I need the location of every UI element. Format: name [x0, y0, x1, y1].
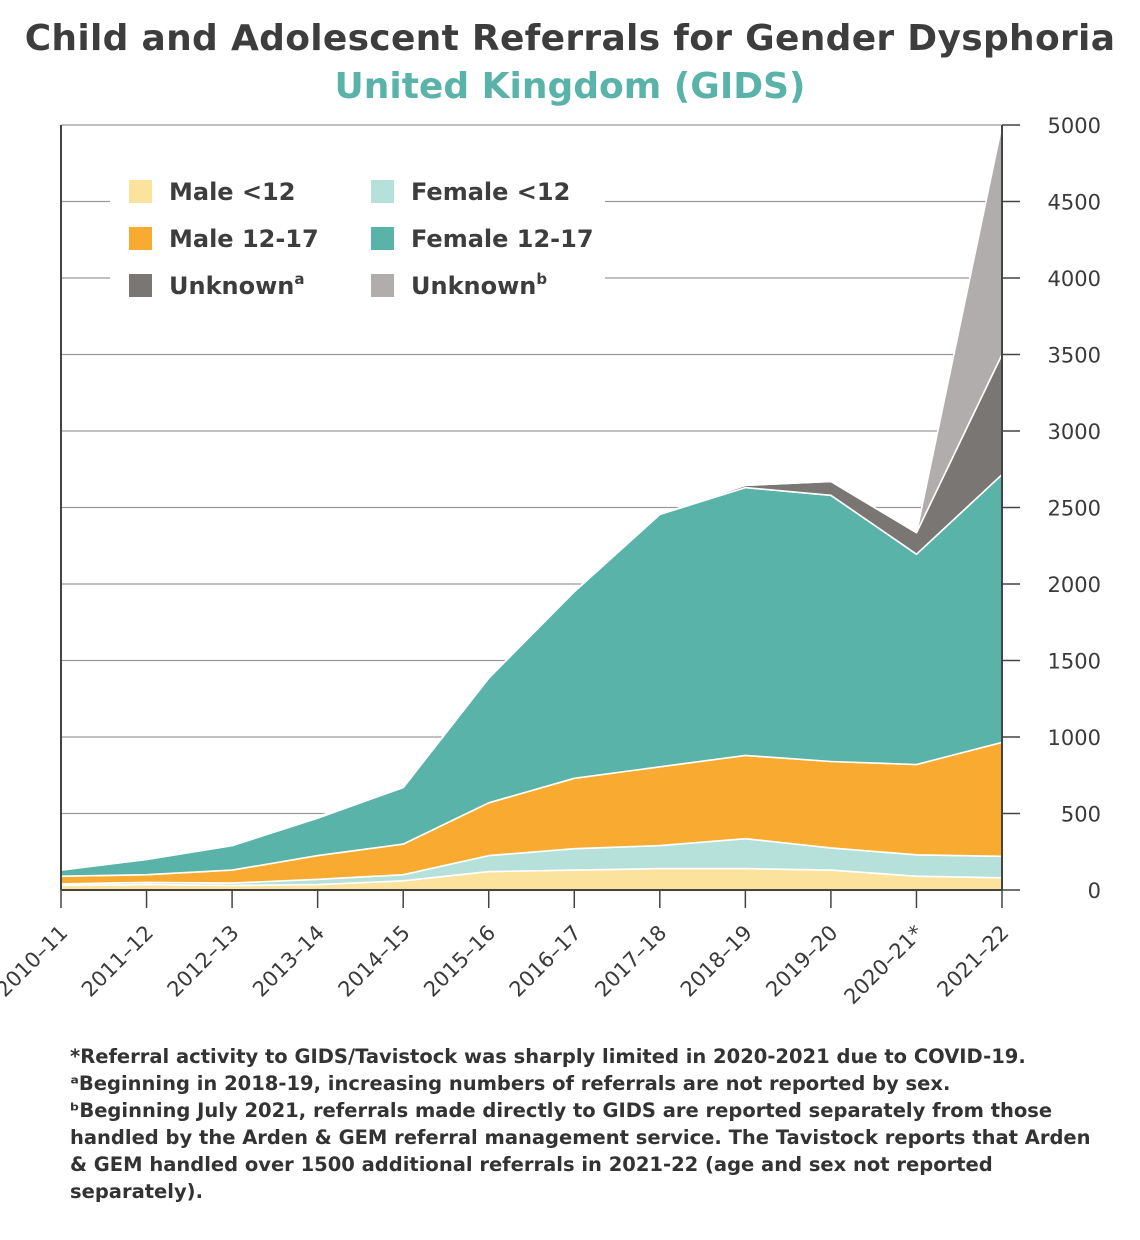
legend-label-male-12-17: Male 12-17	[169, 225, 319, 253]
x-tick-label: 2019–20	[761, 921, 842, 1002]
x-tick-label: 2014–15	[334, 921, 415, 1002]
x-tick-label: 2018–19	[676, 921, 757, 1002]
x-tick-label: 2017–18	[590, 921, 671, 1002]
legend-background	[110, 165, 605, 315]
legend-swatch-male-12-17	[129, 227, 152, 250]
legend: Male <12 Female <12 Male 12-17 Female 12-17…	[110, 165, 605, 315]
legend-superscript: a	[294, 270, 304, 288]
legend-swatch-male-under12	[129, 180, 152, 203]
chart-title: Child and Adolescent Referrals for Gende…	[24, 18, 1116, 59]
x-tick-label: 2010–11	[0, 921, 73, 1002]
x-tick-label: 2020–21*	[839, 921, 928, 1010]
legend-superscript: b	[536, 270, 547, 288]
legend-swatch-unknown-a	[129, 274, 152, 297]
y-tick-label: 4500	[1048, 191, 1101, 215]
y-tick-label: 2500	[1048, 497, 1101, 521]
y-tick-label: 3500	[1048, 344, 1101, 368]
x-tick-label: 2021–22	[932, 921, 1013, 1002]
legend-swatch-unknown-b	[371, 274, 394, 297]
legend-swatch-female-under12	[371, 180, 394, 203]
footnote-unknown-b: ᵇBeginning July 2021, referrals made dir…	[70, 1099, 1091, 1203]
legend-label-unknown-a: Unknowna	[169, 270, 305, 300]
y-tick-label: 3000	[1048, 420, 1101, 444]
chart-subtitle: United Kingdom (GIDS)	[334, 66, 806, 107]
legend-swatch-female-12-17	[371, 227, 394, 250]
legend-label-female-under12: Female <12	[411, 178, 570, 206]
footnote-unknown-a: ᵃBeginning in 2018-19, increasing number…	[70, 1072, 951, 1095]
y-tick-label: 1500	[1048, 650, 1101, 674]
legend-label-unknown-b: Unknownb	[411, 270, 547, 300]
footnote-covid: *Referral activity to GIDS/Tavistock was…	[70, 1045, 1026, 1068]
chart-plot: 0 500 1000 1500 2000 2500 3000 3500 4000 4500 5000…	[0, 114, 1101, 1010]
y-tick-label: 2000	[1048, 573, 1101, 597]
y-tick-label: 1000	[1048, 726, 1101, 750]
footnotes: *Referral activity to GIDS/Tavistock was…	[70, 1043, 1110, 1205]
y-tick-label: 5000	[1048, 114, 1101, 138]
x-tick-label: 2012–13	[163, 921, 244, 1002]
legend-label-male-under12: Male <12	[169, 178, 295, 206]
x-tick-label: 2013–14	[248, 921, 329, 1002]
x-tick-label: 2016–17	[505, 921, 586, 1002]
x-tick-label: 2011–12	[77, 921, 158, 1002]
y-tick-label: 0	[1088, 879, 1101, 903]
legend-label-female-12-17: Female 12-17	[411, 225, 594, 253]
y-tick-label: 4000	[1048, 267, 1101, 291]
x-tick-label: 2015–16	[419, 921, 500, 1002]
y-tick-label: 500	[1061, 803, 1101, 827]
